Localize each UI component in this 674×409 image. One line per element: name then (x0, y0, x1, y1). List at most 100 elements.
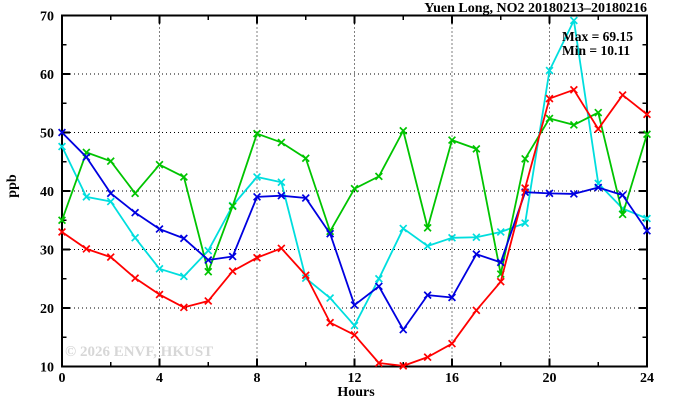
cyan-series-marker (82, 192, 91, 201)
blue-series-marker (399, 325, 408, 334)
red-series-marker (179, 303, 188, 312)
blue-series-marker (423, 291, 432, 300)
y-tick-label: 10 (40, 361, 54, 376)
min-annotation: Min = 10.11 (562, 43, 630, 58)
cyan-series-marker (252, 172, 262, 181)
blue-series-marker (228, 252, 237, 261)
green-series-marker (179, 172, 188, 181)
cyan-series-marker (545, 66, 554, 75)
blue-series-marker (374, 282, 383, 291)
y-axis-label: ppb (5, 174, 20, 198)
watermark: © 2026 ENVF, HKUST (65, 344, 213, 360)
blue-series-marker (252, 192, 262, 201)
red-series-marker (204, 296, 213, 305)
blue-series-marker (496, 258, 505, 267)
x-tick-label: 12 (348, 371, 362, 386)
red-series-marker (131, 274, 140, 283)
cyan-series-marker (155, 264, 164, 273)
red-series-marker (82, 244, 91, 253)
green-series-marker (374, 172, 383, 181)
red-series-marker (423, 353, 432, 362)
blue-series-marker (545, 189, 554, 198)
red-series-marker (228, 267, 237, 276)
green-series-marker (545, 114, 554, 123)
y-tick-label: 20 (40, 302, 54, 317)
y-tick-label: 30 (40, 244, 54, 259)
cyan-series-marker (569, 16, 578, 25)
cyan-series-marker (447, 233, 457, 242)
blue-series-marker (301, 194, 310, 203)
blue-series (57, 128, 652, 334)
green-series-marker (228, 202, 237, 211)
blue-series-marker (472, 250, 481, 259)
red-series-marker (447, 339, 457, 348)
green-series-marker (594, 108, 603, 117)
x-tick-label: 0 (59, 371, 66, 386)
red-series-marker (252, 253, 262, 262)
blue-series-marker (131, 208, 140, 217)
green-series-marker (57, 216, 67, 225)
cyan-series-marker (204, 246, 213, 255)
blue-series-marker (350, 301, 359, 310)
blue-series-marker (179, 234, 188, 243)
blue-series-marker (326, 229, 335, 238)
cyan-series-marker (423, 241, 432, 250)
data-series (57, 16, 652, 370)
chart-title: Yuen Long, NO2 20180213–20180216 (424, 1, 647, 16)
cyan-series-marker (106, 197, 115, 206)
green-series-marker (399, 126, 408, 135)
x-tick-label: 24 (640, 371, 654, 386)
red-series-marker (155, 290, 164, 299)
y-tick-label: 60 (40, 68, 54, 83)
cyan-series-marker (131, 233, 140, 242)
green-series-marker (642, 130, 652, 139)
cyan-series (57, 16, 652, 330)
green-series (57, 108, 652, 279)
green-series-marker (350, 184, 359, 193)
cyan-series-marker (57, 142, 67, 151)
green-series-marker (131, 189, 140, 198)
blue-series-marker (204, 256, 213, 265)
red-series-marker (618, 91, 627, 100)
y-tick-label: 70 (40, 10, 54, 25)
y-tick-label: 40 (40, 185, 54, 200)
grid-lines (62, 15, 647, 367)
red-series-marker (277, 244, 286, 253)
green-series-marker (569, 120, 578, 129)
red-series-marker (106, 253, 115, 262)
red-series-marker (472, 306, 481, 315)
cyan-series-marker (496, 227, 505, 236)
red-series (57, 85, 652, 370)
cyan-series-marker (179, 272, 188, 281)
blue-series-marker (447, 293, 457, 302)
cyan-series-marker (521, 219, 530, 228)
cyan-series-marker (472, 233, 481, 242)
blue-series-marker (642, 226, 652, 235)
red-series-marker (594, 124, 603, 133)
red-series-marker (350, 330, 359, 339)
red-series-marker (569, 85, 578, 94)
blue-series-marker (155, 225, 164, 234)
x-tick-label: 16 (445, 371, 459, 386)
cyan-series-marker (277, 178, 286, 187)
cyan-series-marker (399, 224, 408, 233)
x-tick-label: 4 (156, 371, 163, 386)
x-tick-label: 8 (254, 371, 261, 386)
green-series-marker (301, 154, 310, 163)
y-tick-label: 50 (40, 127, 54, 142)
green-series-marker (521, 154, 530, 163)
tick-labels: 10 20 30 40 50 60 70 0 4 8 12 16 20 24 (40, 10, 654, 387)
blue-series-marker (618, 191, 627, 200)
green-series-marker (447, 136, 457, 145)
x-tick-label: 20 (543, 371, 557, 386)
plot-frame (61, 14, 648, 368)
red-series-marker (374, 358, 383, 367)
red-series-marker (496, 277, 505, 286)
blue-series-marker (57, 128, 67, 137)
red-series-marker (545, 94, 554, 103)
blue-series-marker (106, 189, 115, 198)
red-series-marker (301, 271, 310, 280)
blue-series-marker (82, 153, 91, 162)
